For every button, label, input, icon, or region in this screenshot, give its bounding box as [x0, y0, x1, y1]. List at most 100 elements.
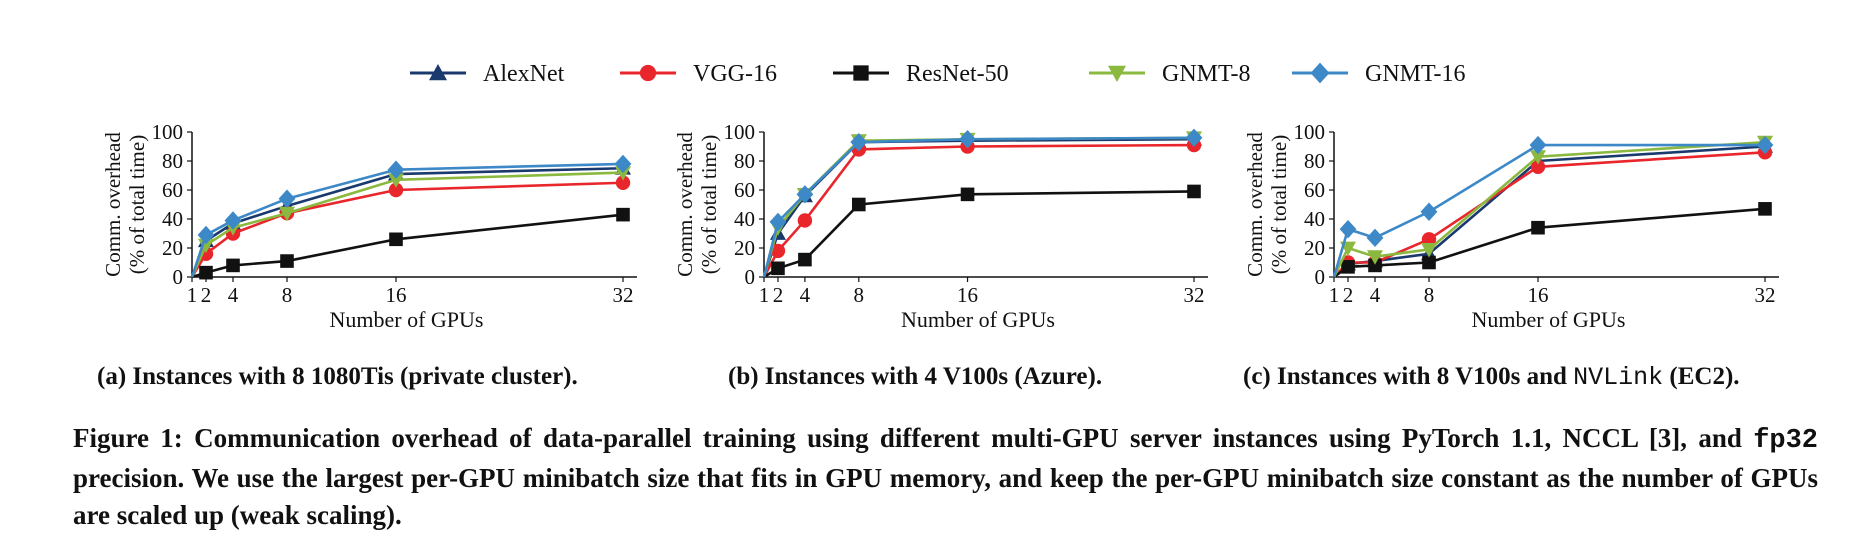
- data-point-gnmt-16: [224, 211, 242, 230]
- data-point-resnet-50: [389, 232, 403, 247]
- data-point-resnet-50: [199, 265, 213, 280]
- data-point-gnmt-8: [1421, 243, 1437, 258]
- data-point-gnmt-16: [387, 160, 405, 179]
- series-line-vgg-16: [762, 143, 1195, 278]
- data-point-resnet-50: [1341, 260, 1355, 274]
- x-tick-label: 32: [613, 283, 634, 307]
- y-axis-label: Comm. overhead: [1243, 132, 1267, 277]
- y-tick-label: 60: [162, 178, 183, 202]
- x-tick-label: 2: [1343, 283, 1354, 307]
- x-tick-label: 8: [854, 283, 865, 307]
- data-point-gnmt-8: [1530, 150, 1546, 165]
- subcaption-text: (b) Instances with 4 V100s (Azure).: [728, 363, 1102, 390]
- y-tick-label: 20: [1304, 236, 1325, 260]
- data-point-gnmt-16: [1185, 128, 1203, 147]
- y-tick-label: 20: [162, 236, 183, 260]
- x-axis-label: Number of GPUs: [330, 307, 484, 332]
- data-point-gnmt-16: [959, 130, 976, 149]
- data-point-resnet-50: [1531, 220, 1545, 235]
- x-tick-label: 16: [1528, 283, 1549, 307]
- x-tick-label: 2: [773, 283, 784, 307]
- x-tick-label: 32: [1184, 283, 1205, 307]
- y-tick-label: 40: [734, 207, 755, 231]
- data-point-resnet-50: [960, 187, 975, 202]
- data-point-gnmt-16: [769, 212, 787, 232]
- data-point-gnmt-16: [278, 189, 296, 208]
- x-tick-label: 1: [187, 283, 198, 307]
- y-axis-label: (% of total time): [1267, 135, 1291, 274]
- data-point-gnmt-8: [279, 206, 295, 222]
- x-tick-label: 16: [386, 283, 407, 307]
- y-tick-label: 40: [1304, 207, 1325, 231]
- y-axis-label: (% of total time): [697, 135, 721, 274]
- subcaption-suffix: (EC2).: [1663, 363, 1739, 390]
- data-point-vgg-16: [1421, 232, 1437, 247]
- series-line-gnmt-16: [190, 162, 624, 278]
- y-tick-label: 80: [162, 149, 183, 173]
- data-point-vgg-16: [770, 243, 786, 259]
- x-tick-label: 4: [800, 283, 811, 307]
- y-tick-label: 80: [734, 149, 755, 173]
- data-point-gnmt-16: [1366, 228, 1384, 248]
- y-tick-label: 100: [152, 120, 184, 144]
- data-point-gnmt-16: [614, 154, 632, 174]
- data-point-gnmt-8: [1367, 250, 1383, 265]
- x-tick-label: 8: [1424, 283, 1435, 307]
- chart-panel-1: 0 20 40 60 80 100 1 2 4 8 16 32 Number of GPUs Comm. …: [97, 120, 637, 390]
- legend-marker-gnmt-16: [1310, 62, 1330, 84]
- x-tick-label: 1: [759, 283, 770, 307]
- y-axis-label: Comm. overhead: [101, 132, 125, 277]
- y-tick-label: 20: [734, 236, 755, 260]
- x-tick-label: 8: [282, 283, 293, 307]
- data-point-gnmt-16: [1420, 202, 1438, 221]
- y-tick-label: 60: [1304, 178, 1325, 202]
- legend-marker-gnmt-8: [1108, 65, 1126, 82]
- legend-marker-alexnet: [429, 64, 447, 81]
- x-tick-label: 2: [201, 283, 212, 307]
- legend-label-gnmt-8: GNMT-8: [1162, 61, 1250, 87]
- data-point-gnmt-16: [850, 132, 868, 152]
- subcaption-text: (c) Instances with 8 V100s and: [1243, 363, 1573, 390]
- y-tick-label: 60: [734, 178, 755, 202]
- data-point-resnet-50: [771, 261, 785, 276]
- legend: AlexNet VGG-16 ResNet-50 GNMT-8 GNMT-16: [410, 61, 1465, 87]
- x-axis-label: Number of GPUs: [901, 307, 1055, 332]
- data-point-gnmt-8: [388, 173, 404, 188]
- series-line-resnet-50: [1333, 207, 1766, 279]
- caption-part1: Figure 1: Communication overhead of data…: [73, 423, 1754, 453]
- y-axis-label: Comm. overhead: [673, 132, 697, 277]
- y-tick-label: 0: [173, 265, 184, 289]
- chart-panel-3: 0 20 40 60 80 100 1 2 4 8 16 32 Number of GPUs Comm. …: [1243, 120, 1779, 392]
- subcaption: (a) Instances with 8 1080Tis (private cl…: [97, 363, 578, 390]
- x-axis-label: Number of GPUs: [1472, 307, 1626, 332]
- subcaption: (c) Instances with 8 V100s and NVLink (E…: [1243, 363, 1740, 392]
- series-line-gnmt-16: [762, 136, 1195, 278]
- series-line-gnmt-8: [1332, 140, 1766, 278]
- caption-part2: precision. We use the largest per-GPU mi…: [73, 463, 1818, 530]
- y-tick-label: 40: [162, 207, 183, 231]
- series-line-gnmt-16: [1332, 143, 1765, 278]
- legend-label-gnmt-16: GNMT-16: [1365, 61, 1465, 87]
- data-point-vgg-16: [388, 182, 404, 198]
- x-tick-label: 1: [1329, 283, 1340, 307]
- y-tick-label: 0: [745, 265, 756, 289]
- data-point-gnmt-8: [615, 166, 631, 181]
- data-point-vgg-16: [797, 213, 813, 228]
- data-point-resnet-50: [280, 254, 294, 268]
- series-line-resnet-50: [763, 190, 1195, 279]
- x-tick-label: 16: [957, 283, 978, 307]
- data-point-gnmt-16: [197, 225, 215, 245]
- data-point-resnet-50: [226, 258, 240, 273]
- data-point-gnmt-16: [1529, 135, 1547, 155]
- data-point-vgg-16: [1530, 159, 1546, 174]
- data-point-resnet-50: [1758, 202, 1772, 216]
- y-tick-label: 0: [1315, 265, 1326, 289]
- data-point-gnmt-16: [1339, 219, 1357, 239]
- series-line-alexnet: [762, 137, 1195, 278]
- data-point-gnmt-8: [198, 238, 214, 254]
- x-tick-label: 32: [1755, 283, 1776, 307]
- series-line-gnmt-8: [190, 171, 624, 278]
- data-point-gnmt-16: [796, 185, 814, 204]
- data-point-resnet-50: [616, 207, 630, 222]
